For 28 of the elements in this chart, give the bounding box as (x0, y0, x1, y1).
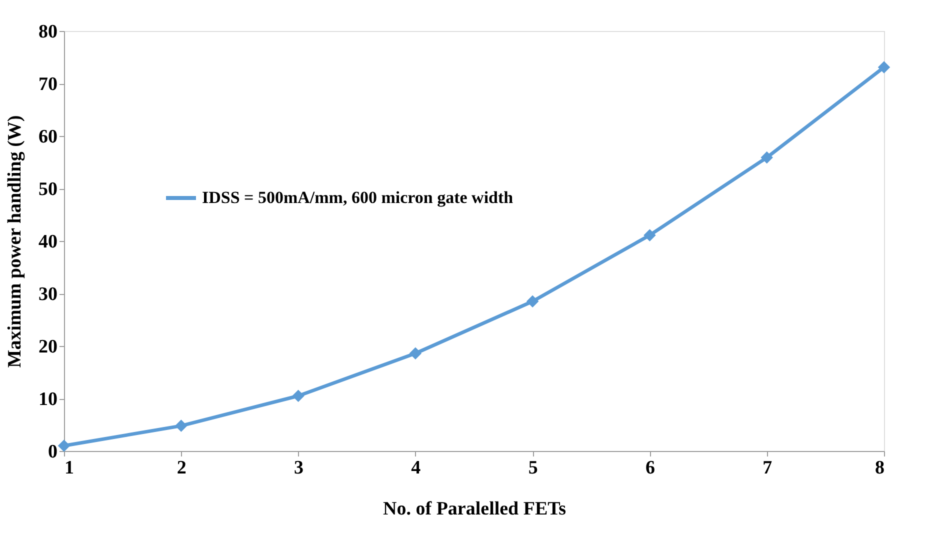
point (58, 440, 70, 452)
y-tick-label: 50 (38, 179, 58, 200)
point (644, 229, 656, 242)
x-tick-label: 5 (528, 458, 538, 478)
y-tick-label: 70 (38, 74, 58, 95)
point (175, 420, 188, 432)
point (292, 390, 304, 402)
x-tick-label: 6 (645, 458, 655, 478)
point (409, 347, 422, 360)
x-tick-label: 8 (875, 458, 884, 478)
y-tick-label: 10 (38, 389, 58, 410)
legend-label: IDSS = 500mA/mm, 600 micron gate width (202, 188, 514, 207)
y-tick-label: 40 (38, 232, 58, 252)
y-tick-label: 60 (38, 126, 58, 148)
x-tick-label: 7 (762, 458, 773, 478)
y-tick-label: 20 (38, 336, 58, 358)
x-tick-label: 2 (176, 458, 186, 478)
point (760, 151, 773, 164)
y-tick-label: 0 (48, 442, 58, 462)
y-axis-title: Maximum power handling (W) (4, 115, 26, 368)
y-tick-label: 80 (38, 22, 58, 42)
x-tick-label: 1 (64, 458, 74, 478)
x-axis-title: No. of Paralelled FETs (383, 498, 566, 520)
point (878, 61, 890, 74)
x-tick-label: 3 (294, 458, 304, 478)
x-tick-label: 4 (411, 458, 422, 478)
point (526, 295, 539, 308)
y-tick-label: 30 (38, 284, 58, 305)
